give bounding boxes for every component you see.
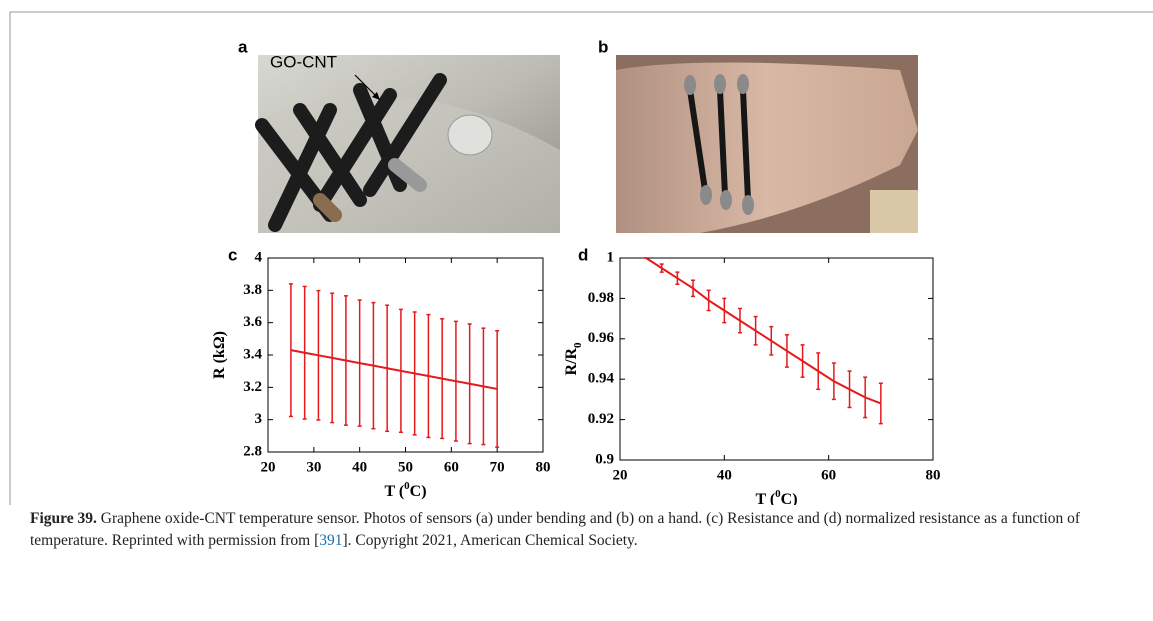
axis-label-part: 0	[572, 342, 584, 348]
axis-label-part: 0	[404, 480, 410, 492]
figure: GO-CNT a b c d 20 30 40 50 60 70 802.833.23.43…	[9, 11, 1153, 505]
y-tick-label: 0.96	[588, 330, 615, 346]
reference[interactable]: 391	[319, 532, 343, 549]
x-tick-label: 40	[352, 459, 367, 475]
y-tick-label: 3.2	[243, 379, 262, 395]
caption: Figure 39. Graphene oxide-CNT temperatur…	[30, 508, 1135, 552]
axes-box	[267, 257, 544, 453]
axis-label-part: R/R	[563, 348, 580, 376]
y-tick-label: 0.94	[588, 371, 615, 387]
panel-label: c	[228, 245, 237, 264]
axis-label: T (0C)	[755, 488, 797, 505]
x-tick-label: 20	[261, 459, 276, 475]
y-tick-label: 3.4	[243, 346, 262, 362]
x-tick-label: 20	[613, 467, 628, 483]
y-tick-label: 4	[255, 249, 263, 265]
x-tick-label: 60	[444, 459, 459, 475]
y-tick-label: 0.92	[588, 411, 614, 427]
x-tick-label: 60	[821, 467, 836, 483]
x-tick-label: 40	[717, 467, 732, 483]
axis-label-part: T (	[755, 491, 775, 505]
x-tick-label: 80	[536, 459, 551, 475]
axis-label-part: R (kΩ)	[211, 331, 228, 379]
axis-label: T (0C)	[384, 480, 426, 500]
axis-label: R (kΩ)	[211, 331, 228, 379]
x-tick-label: 30	[306, 459, 321, 475]
caption-text: Graphene oxide-CNT temperature sensor. P…	[30, 510, 1081, 549]
axis-label-part: T (	[384, 483, 404, 500]
axis-label: R/R0	[563, 342, 584, 376]
y-tick-label: 0.98	[588, 290, 614, 306]
x-tick-label: 50	[398, 459, 413, 475]
y-tick-label: 3.8	[243, 282, 262, 298]
y-tick-label: 0.9	[595, 451, 614, 467]
annotation-arrow-head	[372, 92, 380, 100]
panel-label: a	[238, 37, 248, 56]
y-tick-label: 3.6	[243, 314, 262, 330]
x-tick-label: 80	[926, 467, 941, 483]
line	[645, 257, 882, 405]
y-tick-label: 2.8	[243, 443, 262, 459]
line	[290, 349, 498, 390]
photo-label: GO-CNT	[270, 52, 337, 71]
panel-label: b	[598, 37, 608, 56]
caption-text: ]. Copyright 2021, American Chemical Soc…	[342, 532, 638, 549]
x-tick-label: 70	[490, 459, 505, 475]
y-tick-label: 1	[607, 249, 615, 265]
y-tick-label: 3	[255, 411, 263, 427]
axis-label-part: 0	[775, 488, 781, 500]
photo-a	[255, 55, 560, 233]
axis-label-part: C)	[410, 483, 427, 500]
photo-b	[616, 55, 918, 233]
panel-label: d	[578, 245, 588, 264]
axes-box	[619, 257, 934, 461]
axis-label-part: C)	[781, 491, 798, 505]
caption-label: Figure 39.	[30, 510, 97, 527]
